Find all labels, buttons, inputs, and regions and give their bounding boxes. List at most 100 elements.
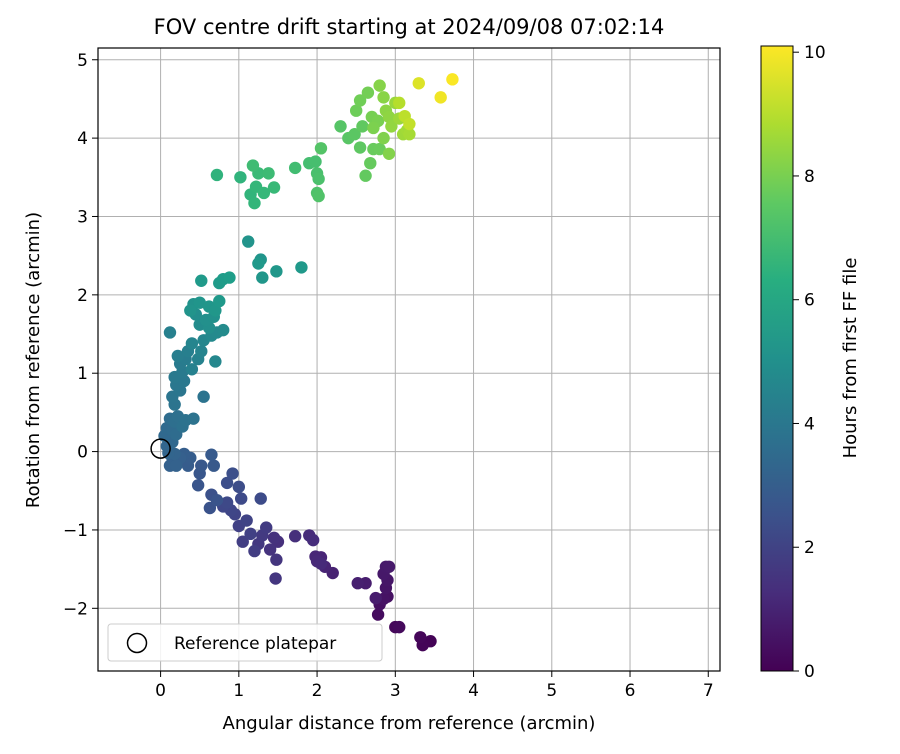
data-point	[232, 480, 246, 494]
data-point	[270, 553, 283, 566]
data-point	[353, 94, 367, 107]
data-point	[334, 120, 347, 133]
y-tick-label: −1	[63, 521, 88, 541]
x-tick-label: 0	[155, 681, 166, 701]
data-point	[240, 514, 253, 527]
y-tick-label: 4	[77, 129, 88, 149]
data-point	[234, 492, 248, 505]
grid	[98, 48, 720, 671]
data-point	[364, 156, 377, 170]
colorbar-tick-label: 2	[804, 538, 815, 558]
data-point	[263, 543, 277, 556]
data-point	[246, 159, 260, 172]
data-point	[213, 294, 226, 308]
data-point	[171, 349, 185, 363]
data-point	[361, 86, 375, 99]
y-axis-ticks: −2 −1 0 1 2 3 4 5	[63, 51, 98, 619]
data-point	[195, 345, 208, 358]
data-point	[295, 261, 308, 274]
data-point	[393, 620, 406, 634]
x-axis-label: Angular distance from reference (arcmin)	[223, 713, 596, 734]
data-point	[216, 323, 230, 337]
data-point	[403, 128, 416, 141]
data-point	[236, 535, 249, 548]
data-point	[205, 448, 218, 461]
data-point	[244, 527, 257, 541]
data-point	[270, 265, 283, 278]
reference-marker	[150, 438, 171, 459]
data-point	[226, 467, 239, 480]
y-axis-label: Rotation from reference (arcmin)	[23, 212, 44, 508]
colorbar-tick-label: 0	[804, 662, 815, 682]
colorbar-tick-label: 4	[804, 414, 815, 434]
data-points	[158, 73, 459, 652]
data-point	[257, 186, 271, 200]
data-point	[252, 257, 265, 270]
legend: Reference platepar	[107, 623, 383, 662]
data-point	[314, 557, 328, 570]
x-tick-label: 3	[390, 681, 401, 701]
data-point	[373, 79, 386, 92]
x-tick-label: 2	[312, 681, 323, 701]
data-point	[207, 459, 220, 472]
data-point	[356, 120, 369, 133]
y-tick-label: 5	[77, 51, 88, 71]
data-point	[260, 521, 273, 534]
data-point	[371, 608, 385, 621]
x-axis-ticks: 0 1 2 3 4 5 6 7	[155, 671, 714, 701]
colorbar-ticks: 0 2 4 6 8 10	[793, 43, 826, 682]
data-point	[193, 296, 206, 309]
data-point	[288, 530, 302, 543]
data-point	[434, 91, 447, 104]
data-point	[414, 631, 427, 644]
colorbar-tick-label: 10	[804, 43, 826, 63]
x-tick-label: 7	[703, 681, 714, 701]
data-point	[446, 73, 459, 86]
colorbar: 0 2 4 6 8 10 Hours from first FF file	[760, 43, 861, 682]
y-tick-label: 0	[77, 443, 88, 463]
data-point	[163, 326, 177, 339]
data-point	[412, 77, 425, 90]
data-point	[177, 374, 191, 388]
data-point	[209, 304, 222, 317]
colorbar-label: Hours from first FF file	[840, 258, 861, 459]
x-tick-label: 1	[233, 681, 244, 701]
data-point	[306, 533, 320, 547]
data-point	[269, 572, 282, 585]
data-point	[254, 492, 267, 505]
data-point	[234, 171, 247, 184]
data-point	[393, 96, 406, 110]
y-tick-label: 2	[77, 286, 88, 306]
data-point	[385, 120, 398, 133]
data-point	[210, 493, 224, 507]
data-point	[312, 189, 325, 203]
data-point	[170, 459, 183, 472]
x-tick-label: 6	[625, 681, 636, 701]
data-point	[248, 196, 261, 210]
data-point	[248, 544, 261, 558]
colorbar-tick-label: 6	[804, 291, 815, 311]
plot-frame	[97, 47, 721, 672]
colorbar-tick-label: 8	[804, 167, 815, 187]
colorbar-gradient	[760, 45, 794, 672]
data-point	[312, 172, 325, 186]
data-point	[353, 141, 367, 154]
data-point	[349, 104, 363, 117]
data-point	[403, 117, 416, 131]
data-point	[197, 390, 210, 403]
data-point	[348, 128, 361, 141]
data-point	[262, 167, 275, 180]
data-point	[314, 142, 328, 155]
data-point	[359, 169, 372, 182]
x-tick-label: 4	[468, 681, 479, 701]
data-point	[369, 591, 382, 605]
data-point	[351, 577, 364, 590]
y-tick-label: 3	[77, 207, 88, 227]
data-point	[267, 181, 281, 194]
data-point	[195, 459, 208, 472]
data-point	[220, 476, 234, 490]
y-tick-label: −2	[63, 599, 88, 619]
legend-box	[107, 623, 383, 662]
legend-marker	[126, 632, 148, 654]
